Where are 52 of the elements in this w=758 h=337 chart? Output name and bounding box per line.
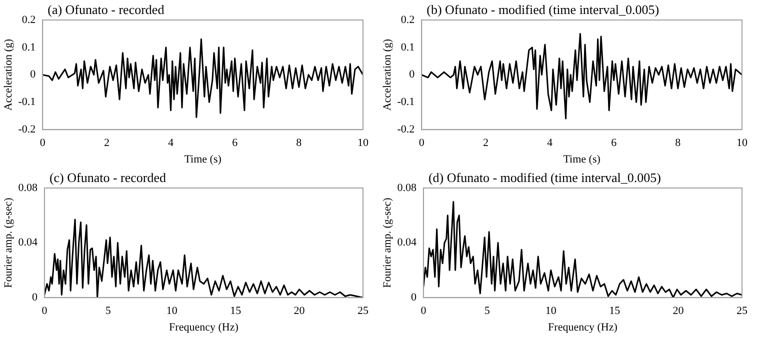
x-axis-title: Frequency (Hz) bbox=[169, 321, 239, 334]
y-tick-label: 0.04 bbox=[18, 236, 38, 249]
y-tick-label: 0.04 bbox=[397, 236, 417, 249]
y-axis-title: Fourier amp. (g-sec) bbox=[2, 197, 14, 288]
y-tick-label: 0 bbox=[409, 68, 416, 81]
y-tick-label: -0.1 bbox=[18, 96, 36, 108]
y-tick-label: -0.2 bbox=[397, 123, 415, 136]
x-tick-label: 8 bbox=[296, 137, 302, 150]
x-tick-label: 4 bbox=[547, 137, 554, 150]
y-tick-label: 0.1 bbox=[22, 41, 36, 54]
x-tick-label: 5 bbox=[484, 305, 490, 318]
y-tick-label: 0.08 bbox=[18, 182, 38, 194]
x-tick-label: 25 bbox=[736, 305, 748, 318]
y-axis-title: Acceleration (g) bbox=[381, 38, 394, 111]
y-tick-label: -0.1 bbox=[397, 96, 415, 108]
y-tick-label: 0 bbox=[410, 291, 417, 304]
y-tick-label: 0 bbox=[32, 291, 38, 304]
y-tick-label: 0.1 bbox=[400, 41, 415, 54]
y-tick-label: 0.2 bbox=[22, 14, 36, 26]
x-tick-label: 15 bbox=[609, 305, 621, 318]
chart-title: (a) Ofunato - recorded bbox=[48, 2, 165, 17]
chart-title: (d) Ofunato - modified (time interval_0.005) bbox=[428, 170, 661, 185]
x-tick-label: 5 bbox=[105, 305, 112, 318]
x-tick-label: 25 bbox=[358, 305, 369, 318]
chart-title: (b) Ofunato - modified (time interval_0.005) bbox=[426, 2, 660, 17]
y-tick-label: -0.2 bbox=[18, 123, 36, 136]
x-axis-title: Time (s) bbox=[184, 153, 222, 166]
x-tick-label: 10 bbox=[166, 305, 178, 318]
y-tick-label: 0 bbox=[30, 68, 36, 81]
x-tick-label: 6 bbox=[611, 137, 618, 150]
x-tick-label: 15 bbox=[230, 305, 242, 318]
y-axis-title: Fourier amp. (g-sec) bbox=[381, 197, 394, 288]
x-tick-label: 10 bbox=[545, 305, 557, 318]
x-tick-label: 20 bbox=[672, 305, 684, 318]
x-tick-label: 6 bbox=[232, 137, 238, 150]
x-tick-label: 20 bbox=[294, 305, 306, 318]
y-tick-label: 0.2 bbox=[400, 14, 415, 26]
chart-title: (c) Ofunato - recorded bbox=[49, 170, 167, 185]
x-axis-title: Frequency (Hz) bbox=[548, 321, 618, 334]
x-tick-label: 8 bbox=[675, 137, 682, 150]
x-tick-label: 4 bbox=[168, 137, 174, 150]
x-tick-label: 0 bbox=[418, 137, 425, 150]
x-tick-label: 0 bbox=[420, 305, 427, 318]
x-tick-label: 0 bbox=[40, 137, 46, 150]
y-axis-title: Acceleration (g) bbox=[2, 38, 14, 111]
x-axis-title: Time (s) bbox=[563, 153, 601, 166]
x-tick-label: 10 bbox=[736, 137, 748, 150]
x-tick-label: 0 bbox=[42, 305, 48, 318]
x-tick-label: 2 bbox=[482, 137, 488, 150]
y-tick-label: 0.08 bbox=[397, 182, 417, 194]
x-tick-label: 10 bbox=[358, 137, 369, 150]
x-tick-label: 2 bbox=[104, 137, 110, 150]
